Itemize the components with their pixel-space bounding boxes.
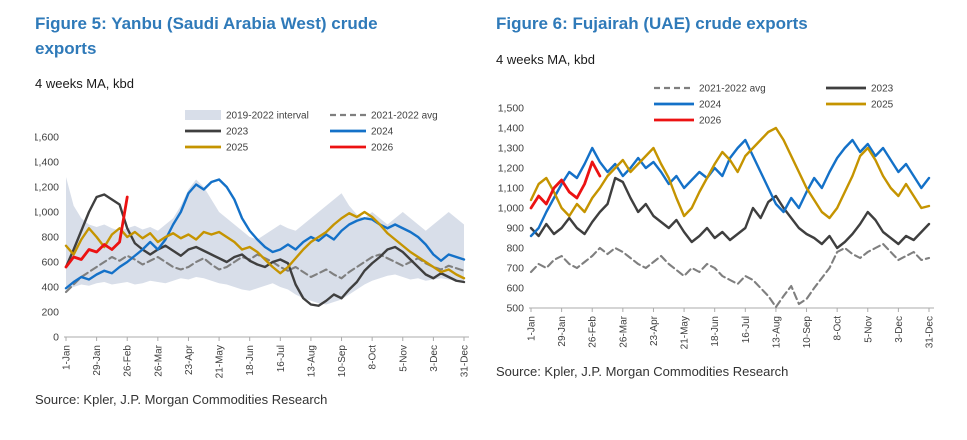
- svg-text:2024: 2024: [699, 99, 722, 110]
- figure5-chart: 0 200 400 600 800 1,000 1,200 1,400 1,600 1-Jan 29…: [33, 110, 471, 379]
- svg-text:1,200: 1,200: [35, 182, 59, 194]
- legend: 2019-2022 interval 2023 2025 2021-2022 avg 2…: [185, 110, 438, 154]
- series-2021-2022-avg: [529, 242, 931, 308]
- svg-text:2019-2022 interval: 2019-2022 interval: [226, 111, 309, 122]
- svg-text:16-Jul: 16-Jul: [741, 316, 752, 343]
- svg-text:29-Jan: 29-Jan: [557, 316, 568, 347]
- svg-text:23-Apr: 23-Apr: [184, 345, 195, 376]
- figure6-subtitle: 4 weeks MA, kbd: [496, 51, 595, 67]
- series-2023: [529, 176, 931, 249]
- svg-text:1-Jan: 1-Jan: [527, 316, 538, 341]
- svg-text:800: 800: [506, 242, 524, 254]
- svg-text:1,100: 1,100: [498, 182, 524, 194]
- svg-text:2023: 2023: [871, 83, 894, 94]
- svg-text:3-Dec: 3-Dec: [894, 316, 905, 343]
- figure6-title: Figure 6: Fujairah (UAE) crude exports: [496, 14, 808, 33]
- svg-text:26-Mar: 26-Mar: [618, 315, 629, 347]
- report-figures: Figure 5: Yanbu (Saudi Arabia West) crud…: [33, 12, 962, 408]
- svg-text:3-Dec: 3-Dec: [429, 345, 440, 372]
- svg-text:13-Aug: 13-Aug: [771, 316, 782, 348]
- y-axis-labels: 500 600 700 800 900 1,000 1,100 1,200 1,300 1,400…: [498, 102, 524, 314]
- svg-text:10-Sep: 10-Sep: [337, 345, 348, 378]
- series-2026: [529, 160, 602, 210]
- svg-text:2024: 2024: [371, 127, 394, 138]
- figure6-chart: 500 600 700 800 900 1,000 1,100 1,200 1,300 1,400…: [498, 83, 936, 349]
- series-2024: [529, 138, 931, 237]
- svg-text:1,400: 1,400: [35, 157, 59, 169]
- svg-text:600: 600: [41, 257, 59, 269]
- svg-text:1,200: 1,200: [498, 162, 524, 174]
- svg-text:23-Apr: 23-Apr: [649, 315, 660, 346]
- svg-text:2025: 2025: [226, 143, 249, 154]
- svg-text:1,600: 1,600: [35, 132, 59, 144]
- svg-text:1,300: 1,300: [498, 142, 524, 154]
- svg-text:2021-2022 avg: 2021-2022 avg: [371, 111, 438, 122]
- figure5-chart-area: 0 200 400 600 800 1,000 1,200 1,400 1,600 1-Jan 29…: [33, 102, 487, 387]
- svg-text:8-Oct: 8-Oct: [833, 315, 844, 340]
- svg-text:21-May: 21-May: [680, 316, 691, 349]
- series-2024: [64, 178, 466, 290]
- series-2025: [529, 126, 931, 219]
- svg-text:1,500: 1,500: [498, 102, 524, 114]
- svg-text:0: 0: [53, 332, 59, 344]
- svg-text:700: 700: [506, 262, 524, 274]
- svg-text:2025: 2025: [871, 99, 894, 110]
- svg-text:18-Jun: 18-Jun: [710, 316, 721, 347]
- svg-text:1,400: 1,400: [498, 122, 524, 134]
- figure5-subtitle: 4 weeks MA, kbd: [35, 76, 134, 92]
- svg-text:1,000: 1,000: [498, 202, 524, 214]
- svg-text:29-Jan: 29-Jan: [92, 345, 103, 376]
- svg-text:600: 600: [506, 282, 524, 294]
- svg-text:26-Feb: 26-Feb: [123, 345, 134, 377]
- svg-text:21-May: 21-May: [215, 345, 226, 378]
- svg-text:2021-2022 avg: 2021-2022 avg: [699, 83, 766, 94]
- interval-band: [66, 177, 464, 305]
- svg-text:800: 800: [41, 232, 59, 244]
- svg-text:8-Oct: 8-Oct: [368, 345, 379, 370]
- figure6-panel: Figure 6: Fujairah (UAE) crude exports 4…: [496, 12, 962, 407]
- series-2025: [64, 211, 466, 280]
- svg-text:26-Mar: 26-Mar: [153, 345, 164, 377]
- svg-text:10-Sep: 10-Sep: [802, 315, 813, 348]
- figure5-title: Figure 5: Yanbu (Saudi Arabia West) crud…: [35, 14, 378, 58]
- svg-text:900: 900: [506, 222, 524, 234]
- svg-text:1-Jan: 1-Jan: [62, 345, 73, 370]
- x-axis: 1-Jan 29-Jan 26-Feb 26-Mar 23-Apr 21-May 18-Ju…: [527, 307, 936, 349]
- svg-text:13-Aug: 13-Aug: [306, 345, 317, 377]
- x-axis: 1-Jan 29-Jan 26-Feb 26-Mar 23-Apr 21-May 18-Ju…: [62, 336, 471, 379]
- figure5-source: Source: Kpler, J.P. Morgan Commodities R…: [35, 392, 328, 408]
- svg-text:500: 500: [506, 302, 524, 314]
- series-2023: [64, 193, 466, 308]
- svg-text:2026: 2026: [371, 143, 394, 154]
- figure5-panel: Figure 5: Yanbu (Saudi Arabia West) crud…: [33, 12, 487, 408]
- svg-text:31-Dec: 31-Dec: [460, 345, 471, 377]
- figure6-chart-area: 500 600 700 800 900 1,000 1,100 1,200 1,300 1,400…: [496, 78, 962, 359]
- svg-text:26-Feb: 26-Feb: [588, 315, 599, 347]
- svg-text:1,000: 1,000: [35, 207, 59, 219]
- legend: 2021-2022 avg 2024 2026 2023 2025: [654, 83, 894, 126]
- svg-text:5-Nov: 5-Nov: [863, 316, 874, 343]
- svg-text:16-Jul: 16-Jul: [276, 345, 287, 372]
- svg-text:200: 200: [41, 307, 59, 319]
- figure6-source: Source: Kpler, J.P. Morgan Commodities R…: [496, 363, 789, 379]
- svg-text:5-Nov: 5-Nov: [398, 345, 409, 372]
- svg-text:31-Dec: 31-Dec: [925, 316, 936, 348]
- y-axis-labels: 0 200 400 600 800 1,000 1,200 1,400 1,600: [33, 132, 59, 344]
- series-2026: [64, 195, 129, 269]
- svg-text:400: 400: [41, 282, 59, 294]
- svg-text:2023: 2023: [226, 127, 249, 138]
- svg-text:2026: 2026: [699, 115, 722, 126]
- svg-text:18-Jun: 18-Jun: [245, 345, 256, 376]
